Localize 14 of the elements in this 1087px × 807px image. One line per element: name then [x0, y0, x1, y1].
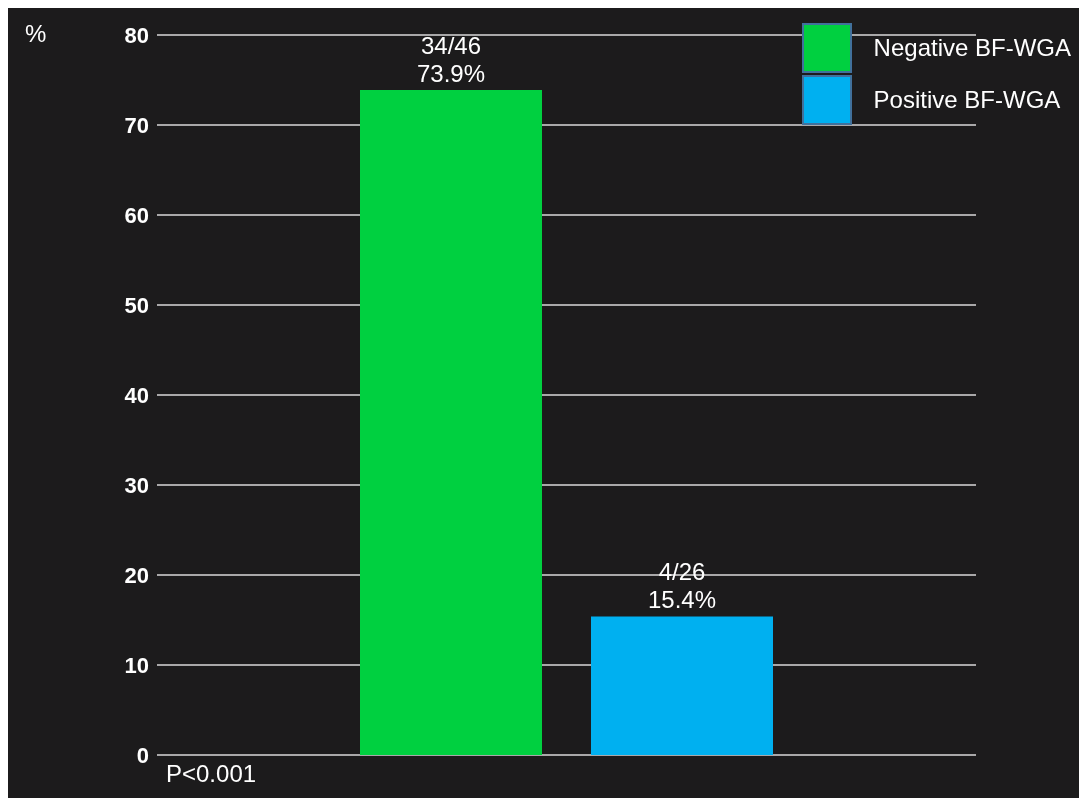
y-tick-label: 10 [124, 652, 149, 678]
y-axis-title: % [25, 20, 47, 48]
y-tick-label: 0 [136, 742, 149, 768]
y-tick-label: 20 [124, 562, 149, 588]
legend-label: Positive BF-WGA [873, 86, 1061, 114]
y-tick-label: 70 [124, 112, 149, 138]
legend-label: Negative BF-WGA [873, 34, 1071, 62]
text: P<0.001 [166, 760, 257, 788]
y-tick-label: 80 [124, 22, 149, 48]
data-label: 34/46 73.9% [416, 31, 486, 87]
y-tick-label: 60 [124, 202, 149, 228]
y-tick-label: 50 [124, 292, 149, 318]
y-tick-label: 30 [124, 472, 149, 498]
y-tick-label: 40 [124, 382, 149, 408]
